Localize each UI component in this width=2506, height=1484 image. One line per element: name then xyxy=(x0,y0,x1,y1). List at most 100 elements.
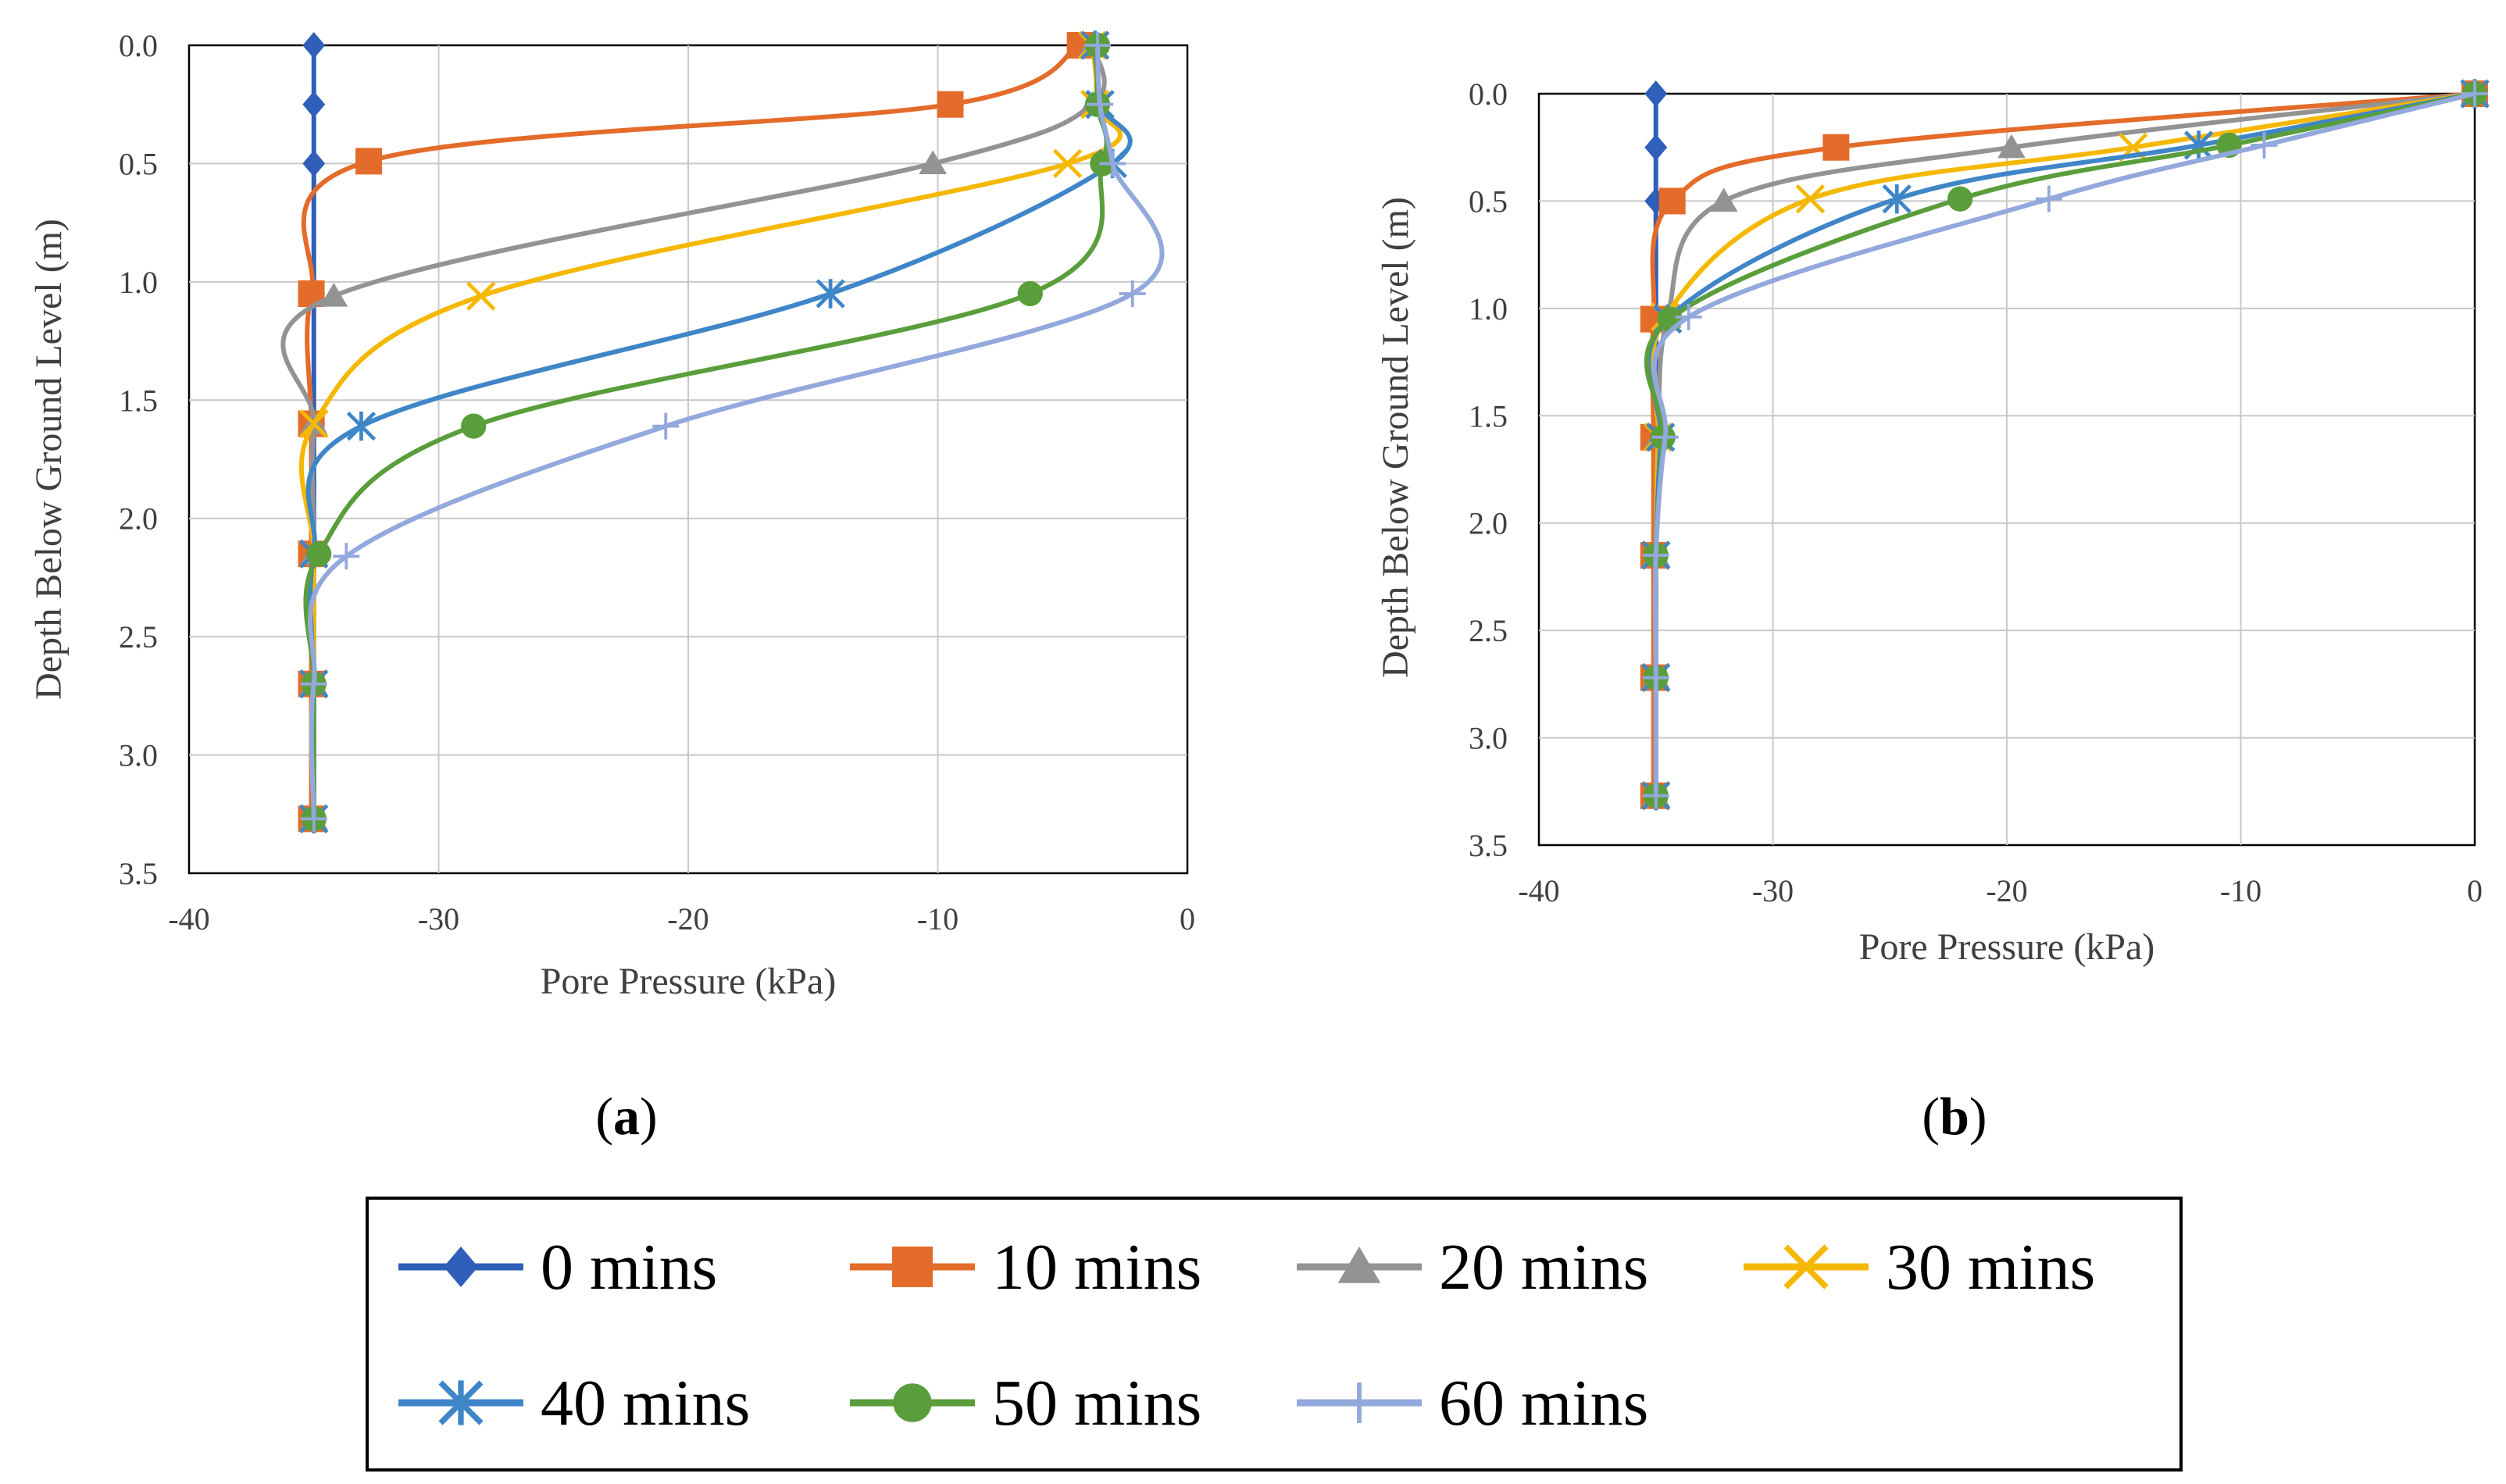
legend-box xyxy=(366,1197,2183,1472)
chart-panel-a: 0.0 0.5 1.0 1.5 2.0 2.5 3.0 3.5 -40 -30 -20 -10 0 P… xyxy=(28,28,1195,1002)
legend-item-30-mins: 30 mins xyxy=(1744,1231,2095,1304)
y-tick-label-a-5: 2.5 xyxy=(119,619,158,655)
legend-label-60-mins: 60 mins xyxy=(1439,1367,1648,1439)
legend-label-50-mins: 50 mins xyxy=(992,1367,1201,1439)
data-point-20-mins-a-3 xyxy=(319,283,348,307)
chart-panel-b: 0.0 0.5 1.0 1.5 2.0 2.5 3.0 3.5 -40 -30 -20 -10 0 P… xyxy=(1375,77,2490,968)
data-point-60-mins-b-4 xyxy=(1651,423,1679,451)
data-point-10-mins-b-1 xyxy=(1822,134,1850,161)
data-point-0-mins-b-0 xyxy=(1644,80,1668,107)
data-point-60-mins-a-6 xyxy=(300,670,327,697)
legend: 0 mins 10 mins 20 mins 30 mins 40 mins 50 min… xyxy=(366,1197,2183,1472)
panel-label-a: (a) xyxy=(595,1086,657,1146)
y-axis-label-a: Depth Below Ground Level (m) xyxy=(28,219,70,700)
y-tick-label-a-6: 3.0 xyxy=(119,738,158,773)
data-point-60-mins-b-5 xyxy=(1642,541,1669,569)
data-point-40-mins-a-3 xyxy=(816,279,845,309)
data-point-60-mins-b-1 xyxy=(2251,131,2278,159)
x-tick-label-a-3: -10 xyxy=(917,901,958,936)
x-tick-labels-b: -40 -30 -20 -10 0 xyxy=(1518,873,2483,908)
data-point-50-mins-a-4 xyxy=(461,413,487,439)
x-tick-label-b-1: -30 xyxy=(1752,873,1794,908)
data-point-0-mins-b-1 xyxy=(1644,134,1668,161)
y-tick-label-b-3: 1.5 xyxy=(1469,398,1508,433)
y-tick-label-b-5: 2.5 xyxy=(1469,613,1508,648)
x-tick-label-b-4: 0 xyxy=(2467,873,2483,908)
y-tick-labels-b: 0.0 0.5 1.0 1.5 2.0 2.5 3.0 3.5 xyxy=(1469,77,1508,863)
panel-letter-b: b xyxy=(1940,1086,1969,1146)
y-tick-label-a-1: 0.5 xyxy=(119,146,158,181)
legend-marker-50-mins xyxy=(893,1383,932,1422)
data-point-40-mins-b-2 xyxy=(1882,184,1912,214)
x-tick-label-b-2: -20 xyxy=(1986,873,2027,908)
legend-marker-40-mins xyxy=(438,1380,484,1425)
gridlines-b xyxy=(1539,94,2475,845)
legend-marker-30-mins xyxy=(1783,1244,1829,1290)
data-point-60-mins-b-6 xyxy=(1642,664,1669,691)
y-axis-label-b: Depth Below Ground Level (m) xyxy=(1375,197,1416,678)
y-tick-label-a-4: 2.0 xyxy=(119,501,158,537)
y-tick-label-b-2: 1.0 xyxy=(1469,291,1508,326)
legend-label-40-mins: 40 mins xyxy=(541,1367,750,1439)
data-point-20-mins-b-2 xyxy=(1709,187,1738,212)
legend-item-40-mins: 40 mins xyxy=(398,1367,750,1439)
x-tick-labels-a: -40 -30 -20 -10 0 xyxy=(168,901,1195,936)
data-point-60-mins-a-1 xyxy=(1087,91,1114,118)
series-group-b xyxy=(1640,79,2490,811)
data-point-10-mins-a-1 xyxy=(937,91,964,118)
data-point-60-mins-a-4 xyxy=(652,412,680,440)
data-point-20-mins-b-1 xyxy=(1997,134,2026,159)
series-group-a xyxy=(280,30,1165,834)
legend-label-0-mins: 0 mins xyxy=(541,1231,717,1304)
data-point-60-mins-b-3 xyxy=(1675,303,1702,330)
y-tick-label-b-1: 0.5 xyxy=(1469,184,1508,219)
legend-marker-60-mins xyxy=(1339,1382,1380,1423)
data-point-60-mins-a-3 xyxy=(1119,280,1146,307)
legend-label-10-mins: 10 mins xyxy=(992,1231,1201,1304)
data-point-0-mins-b-2 xyxy=(1644,187,1668,215)
x-axis-label-b: Pore Pressure (kPa) xyxy=(1859,926,2155,968)
y-tick-label-b-0: 0.0 xyxy=(1469,77,1508,112)
y-tick-label-b-7: 3.5 xyxy=(1469,828,1508,863)
x-tick-label-b-0: -40 xyxy=(1518,873,1559,908)
data-point-60-mins-b-7 xyxy=(1642,782,1669,809)
y-tick-label-a-0: 0.0 xyxy=(119,28,158,63)
legend-label-30-mins: 30 mins xyxy=(1886,1231,2095,1304)
data-point-30-mins-b-2 xyxy=(1795,184,1826,214)
legend-items: 0 mins 10 mins 20 mins 30 mins 40 mins 50 min… xyxy=(398,1231,2095,1439)
y-tick-label-b-4: 2.0 xyxy=(1469,506,1508,541)
data-point-60-mins-b-0 xyxy=(2461,80,2488,107)
series-60-mins-a xyxy=(300,32,1165,833)
data-point-60-mins-a-5 xyxy=(333,543,360,570)
data-point-0-mins-a-1 xyxy=(302,91,326,118)
data-point-10-mins-b-2 xyxy=(1658,187,1686,215)
data-point-60-mins-b-2 xyxy=(2035,185,2062,212)
x-tick-label-a-0: -40 xyxy=(168,901,209,936)
panel-letter-a: a xyxy=(613,1086,640,1146)
x-tick-label-a-4: 0 xyxy=(1180,901,1195,936)
data-point-40-mins-a-4 xyxy=(346,411,377,441)
data-point-20-mins-a-2 xyxy=(919,150,947,175)
y-tick-label-b-6: 3.0 xyxy=(1469,721,1508,756)
y-tick-label-a-3: 1.5 xyxy=(119,383,158,418)
x-tick-label-b-3: -10 xyxy=(2220,873,2261,908)
legend-marker-20-mins xyxy=(1337,1247,1381,1283)
series-60-mins-b xyxy=(1642,80,2488,809)
data-point-30-mins-a-2 xyxy=(1052,148,1083,179)
legend-item-60-mins: 60 mins xyxy=(1297,1367,1648,1439)
legend-item-10-mins: 10 mins xyxy=(850,1231,1201,1304)
data-point-30-mins-a-3 xyxy=(466,281,496,311)
x-tick-label-a-1: -30 xyxy=(418,901,459,936)
gridlines-a xyxy=(189,45,1187,873)
data-point-60-mins-a-2 xyxy=(1099,150,1126,177)
data-point-60-mins-a-7 xyxy=(300,805,327,833)
data-point-10-mins-a-2 xyxy=(355,148,383,175)
data-point-60-mins-a-0 xyxy=(1083,32,1111,59)
panel-label-b: (b) xyxy=(1922,1086,1987,1146)
data-point-50-mins-b-2 xyxy=(1947,186,1973,212)
data-point-50-mins-b-3 xyxy=(1657,306,1683,332)
legend-item-0-mins: 0 mins xyxy=(398,1231,717,1304)
legend-marker-0-mins xyxy=(443,1247,479,1287)
legend-marker-10-mins xyxy=(892,1247,933,1287)
